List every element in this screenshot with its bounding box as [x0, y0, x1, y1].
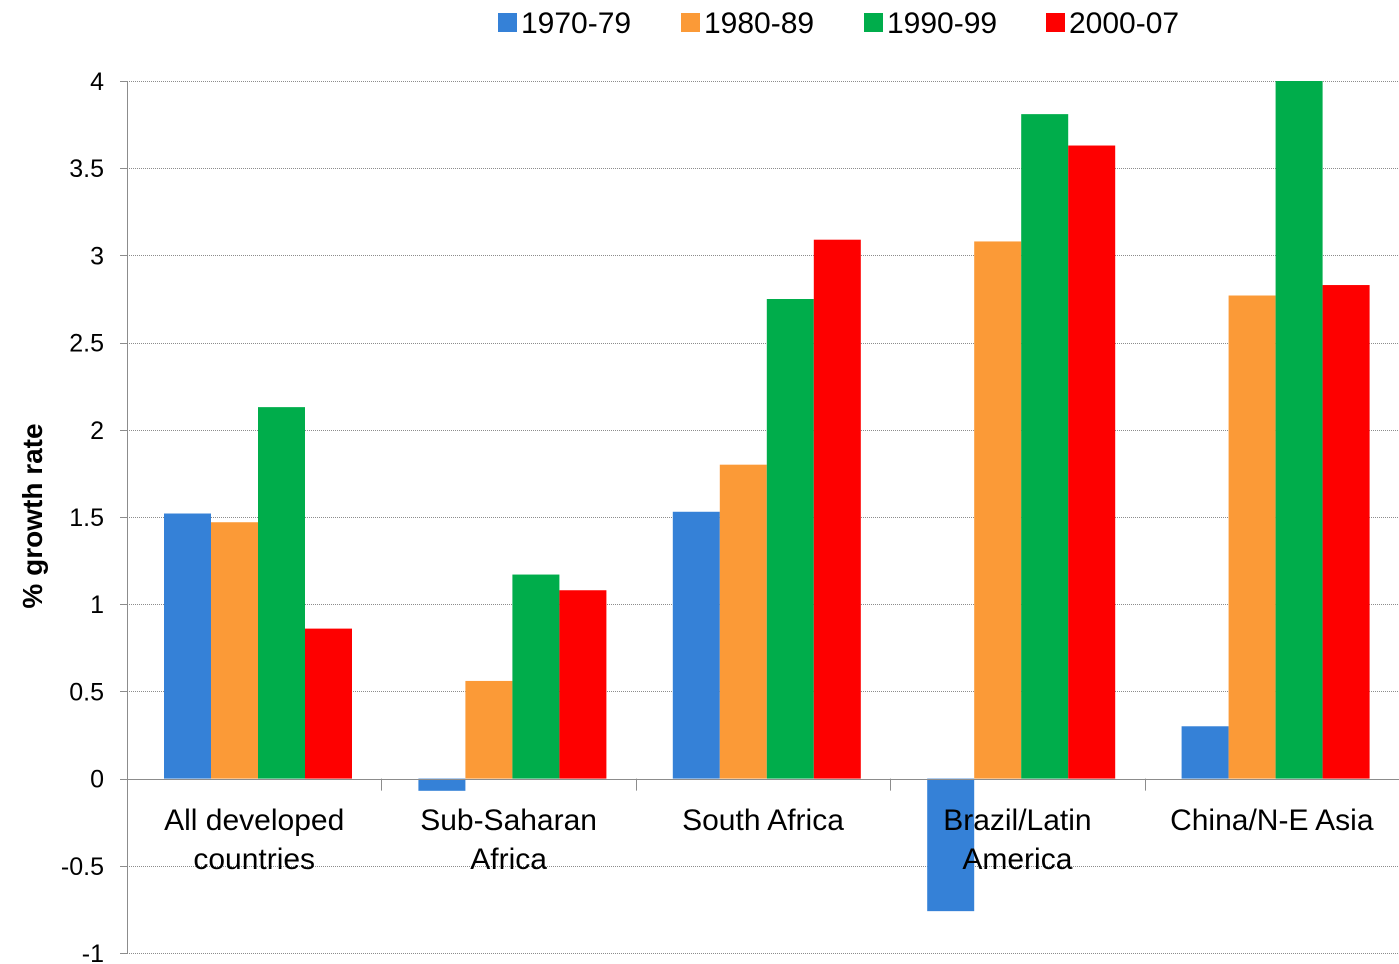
bar-1970-79 [1181, 726, 1229, 779]
legend-label: 1970-79 [521, 7, 631, 40]
y-axis-title: % growth rate [17, 423, 48, 608]
legend-label: 2000-07 [1069, 7, 1179, 40]
axes [120, 81, 1399, 954]
y-tick-label: 3 [90, 242, 104, 270]
y-tick-label: 0 [90, 766, 104, 794]
legend-swatch [498, 13, 517, 32]
bar-1990-99 [1021, 114, 1069, 779]
y-tick-label: 2.5 [69, 330, 104, 358]
bar-2000-07 [305, 628, 352, 779]
legend: 1970-79 1980-89 1990-99 2000-07 [498, 7, 1179, 40]
category-label: Sub-Saharan Africa [420, 804, 597, 876]
y-tick-label: -1 [82, 940, 104, 964]
bar-1970-79 [927, 778, 975, 912]
y-tick-label: 1.5 [69, 504, 104, 532]
y-tick-label: -0.5 [61, 853, 104, 881]
legend-swatch [864, 13, 883, 32]
legend-swatch [681, 13, 700, 32]
bar-1980-89 [211, 522, 258, 779]
bar-1990-99 [1275, 81, 1323, 779]
y-tick-labels: 4 3.5 3 2.5 2 1.5 1 0.5 0 -0.5 -1 [61, 68, 104, 964]
bar-1970-79 [164, 513, 211, 779]
legend-label: 1990-99 [887, 7, 997, 40]
y-tick-label: 0.5 [69, 678, 104, 706]
bar-1990-99 [766, 299, 814, 779]
bar-1990-99 [258, 407, 305, 779]
category-label: Brazil/Latin America [943, 804, 1091, 876]
bar-2000-07 [559, 590, 607, 779]
bar-1980-89 [465, 680, 513, 779]
bar-2000-07 [813, 239, 861, 779]
bars [164, 81, 1370, 912]
bar-1970-79 [418, 778, 466, 791]
category-labels: All developed countries Sub-Saharan Africa S… [164, 804, 1374, 876]
category-label: China/N-E Asia [1170, 804, 1374, 837]
category-label: South Africa [682, 804, 844, 837]
y-tick-label: 2 [90, 417, 104, 445]
legend-label: 1980-89 [704, 7, 814, 40]
bar-1980-89 [974, 241, 1022, 779]
bar-1980-89 [1228, 295, 1276, 779]
bar-2000-07 [1068, 145, 1116, 779]
bar-1990-99 [512, 574, 560, 779]
bar-1970-79 [672, 511, 720, 779]
y-tick-label: 1 [90, 591, 104, 619]
y-tick-label: 3.5 [69, 155, 104, 183]
legend-swatch [1046, 13, 1065, 32]
bar-2000-07 [1322, 285, 1370, 779]
bar-1980-89 [719, 464, 767, 779]
category-label: All developed countries [164, 804, 344, 876]
y-tick-label: 4 [90, 68, 104, 96]
